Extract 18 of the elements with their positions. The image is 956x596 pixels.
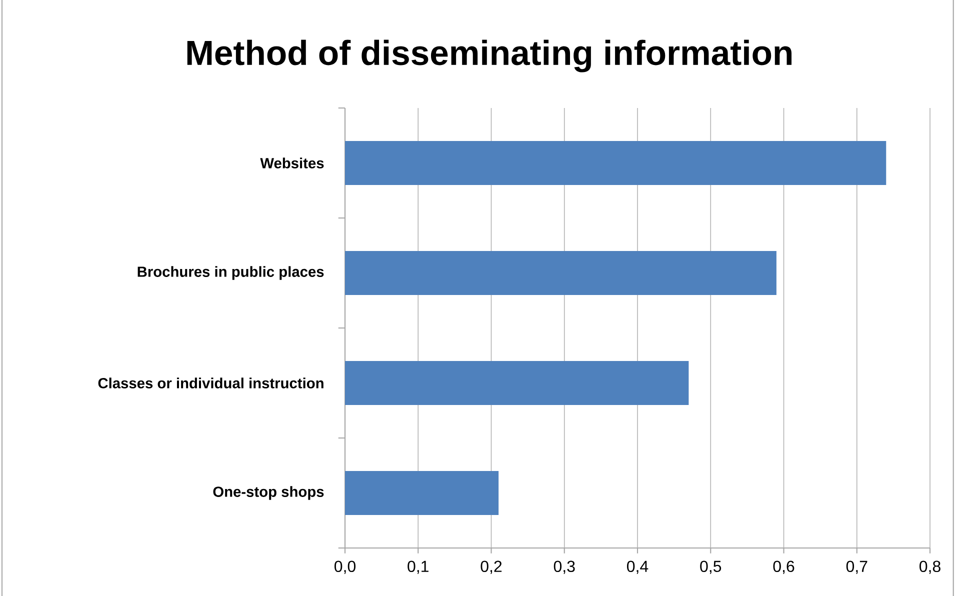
y-tick-label: Websites [260,158,324,168]
y-tick-label: One-stop shops [213,486,324,500]
x-tick-label: 0,8 [920,560,940,574]
x-tick-label: 0,1 [408,560,428,574]
bar [345,471,499,515]
x-tick-label: 0,0 [334,560,356,574]
x-tick-label: 0,5 [700,560,722,574]
bar [345,251,776,296]
bar [345,361,689,406]
chart-title: Method of disseminating information [187,40,792,72]
x-tick-label: 0,6 [773,560,794,574]
x-tick-label: 0,7 [846,560,868,574]
bar [345,141,886,186]
y-tick-label: Brochures in public places [138,266,324,280]
x-tick-label: 0,4 [627,560,648,574]
x-tick-label: 0,3 [554,560,575,574]
y-tick-label: Classes or individual instruction [98,378,324,388]
x-tick-label: 0,2 [480,560,502,574]
